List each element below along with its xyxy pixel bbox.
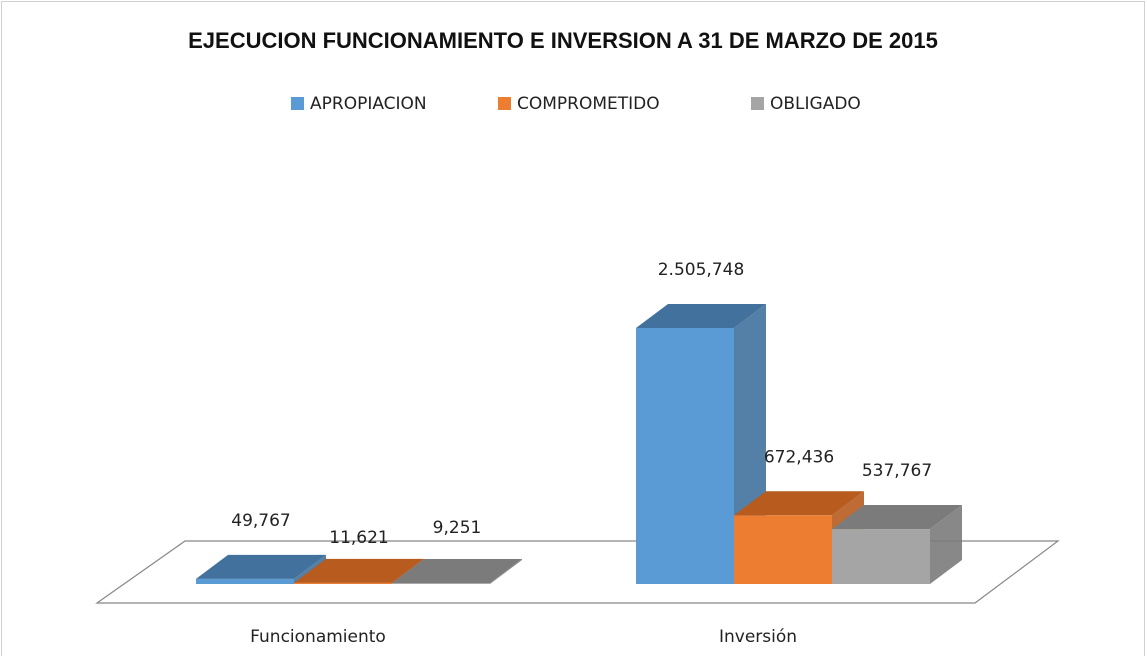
bar-top	[636, 304, 766, 328]
bar-front	[392, 583, 490, 584]
chart-title: EJECUCION FUNCIONAMIENTO E INVERSION A 3…	[188, 28, 938, 53]
bar-front	[294, 582, 392, 584]
bar-side	[294, 554, 326, 584]
legend-swatch	[291, 97, 304, 110]
bar-top	[196, 554, 326, 579]
legend-label: COMPROMETIDO	[517, 94, 660, 114]
x-tick-label: Funcionamiento	[250, 627, 386, 647]
legend-swatch	[498, 97, 511, 110]
bar-front	[196, 578, 294, 584]
bar-front	[636, 328, 734, 584]
data-label: 537,767	[862, 461, 932, 481]
data-label: 9,251	[433, 518, 482, 538]
legend-swatch	[751, 97, 764, 110]
bar-front	[832, 529, 930, 584]
bar-side	[930, 505, 962, 584]
bar-top	[832, 505, 962, 530]
data-label: 2.505,748	[658, 260, 745, 280]
data-label: 49,767	[231, 511, 290, 531]
bar-top	[392, 559, 522, 584]
bar-top	[294, 558, 424, 583]
data-label: 11,621	[329, 528, 388, 548]
legend-label: APROPIACION	[310, 94, 427, 114]
legend-label: OBLIGADO	[770, 94, 861, 114]
data-label: 672,436	[764, 447, 834, 467]
bar-side	[490, 559, 522, 584]
bar-top	[734, 491, 864, 516]
x-tick-label: Inversión	[719, 627, 797, 647]
bar-front	[734, 515, 832, 584]
